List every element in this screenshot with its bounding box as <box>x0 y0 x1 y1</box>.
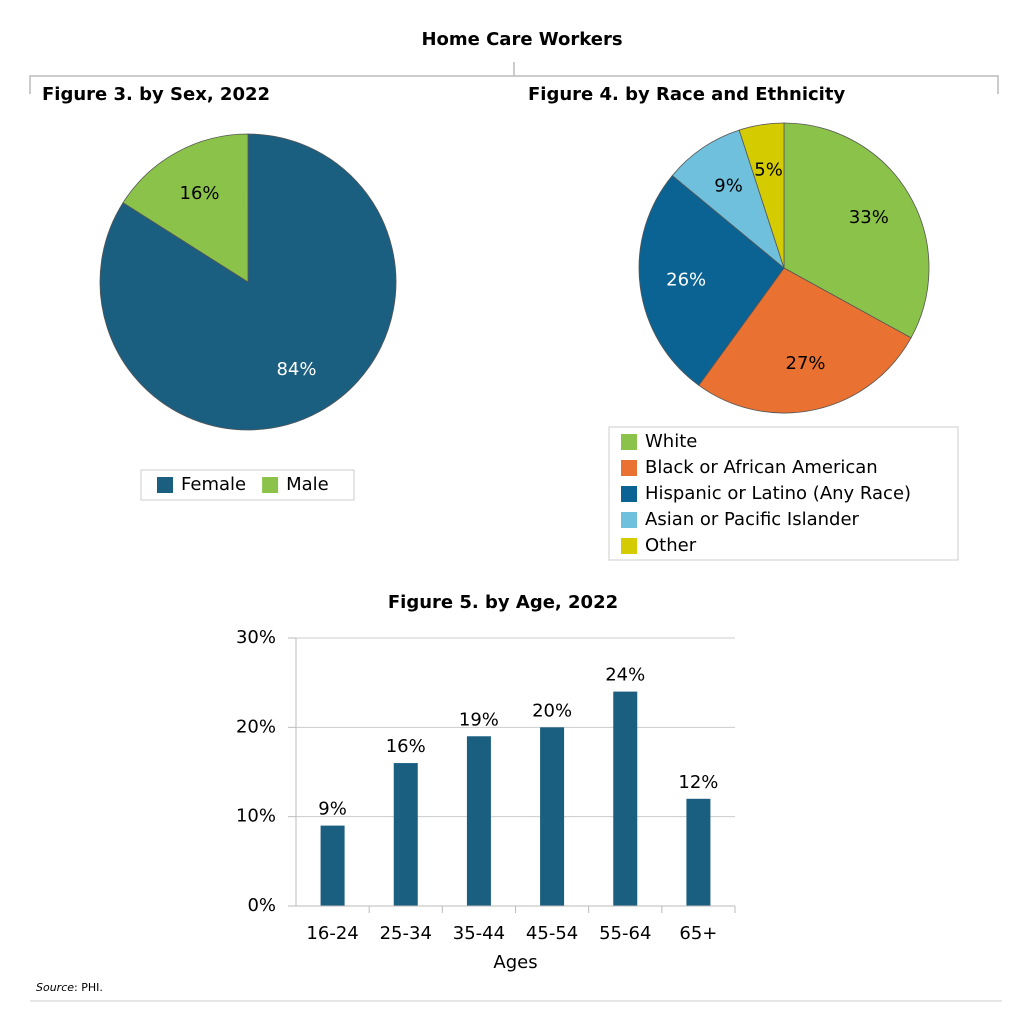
bar <box>540 727 565 906</box>
source-text: : PHI. <box>74 981 103 994</box>
slice-label: 5% <box>754 160 783 181</box>
value-label: 9% <box>318 799 347 820</box>
y-tick-label: 10% <box>236 806 276 827</box>
slice-label: 84% <box>276 359 316 380</box>
chart-title: Figure 4. by Race and Ethnicity <box>528 84 845 105</box>
bar <box>686 798 711 906</box>
bar <box>393 763 418 906</box>
chart-title: Figure 5. by Age, 2022 <box>388 592 618 613</box>
legend-label: Hispanic or Latino (Any Race) <box>645 483 911 504</box>
legend-box <box>140 469 355 501</box>
pie-slice <box>783 122 930 339</box>
legend-label: Other <box>645 535 697 556</box>
legend-swatch <box>157 477 173 493</box>
pie-slice <box>122 133 249 283</box>
slice-label: 26% <box>666 269 706 290</box>
legend-label: Female <box>181 474 246 495</box>
y-tick-label: 20% <box>236 716 276 737</box>
slice-label: 27% <box>786 353 826 374</box>
pie-slice <box>671 129 785 270</box>
slice-label: 16% <box>180 183 220 204</box>
legend-swatch <box>262 477 279 493</box>
legend-label: White <box>645 431 697 452</box>
slice-label: 33% <box>849 207 889 228</box>
source: Source: PHI. <box>36 981 103 994</box>
legend-swatch <box>621 486 637 502</box>
x-tick-label: 35-44 <box>453 923 505 944</box>
legend-box <box>608 426 959 561</box>
value-label: 20% <box>532 700 572 721</box>
value-label: 16% <box>386 736 426 757</box>
legend-swatch <box>621 512 637 528</box>
bracket <box>29 62 999 94</box>
bar <box>320 825 345 906</box>
slice-label: 9% <box>714 175 743 196</box>
value-label: 12% <box>678 772 718 793</box>
value-label: 19% <box>459 709 499 730</box>
legend-swatch <box>621 538 637 554</box>
y-tick-label: 30% <box>236 627 276 648</box>
x-tick-label: 45-54 <box>526 923 578 944</box>
chart-title: Figure 3. by Sex, 2022 <box>42 84 270 105</box>
pie-slice <box>738 122 785 269</box>
legend-label: Black or African American <box>645 457 878 478</box>
pie-slice <box>698 267 912 414</box>
main-title: Home Care Workers <box>421 29 622 50</box>
value-label: 24% <box>605 665 645 686</box>
y-tick-label: 0% <box>247 895 276 916</box>
bar <box>613 691 638 906</box>
bar <box>466 736 491 906</box>
x-tick-label: 55-64 <box>599 923 651 944</box>
legend-label: Asian or Pacific Islander <box>645 509 860 530</box>
legend-label: Male <box>286 474 329 495</box>
pie-slice <box>638 175 785 386</box>
legend-swatch <box>621 460 637 476</box>
x-axis-label: Ages <box>493 952 537 973</box>
x-tick-label: 25-34 <box>380 923 432 944</box>
x-tick-label: 16-24 <box>306 923 358 944</box>
x-tick-label: 65+ <box>679 923 717 944</box>
legend-swatch <box>621 434 637 450</box>
source-label: Source <box>36 981 74 994</box>
